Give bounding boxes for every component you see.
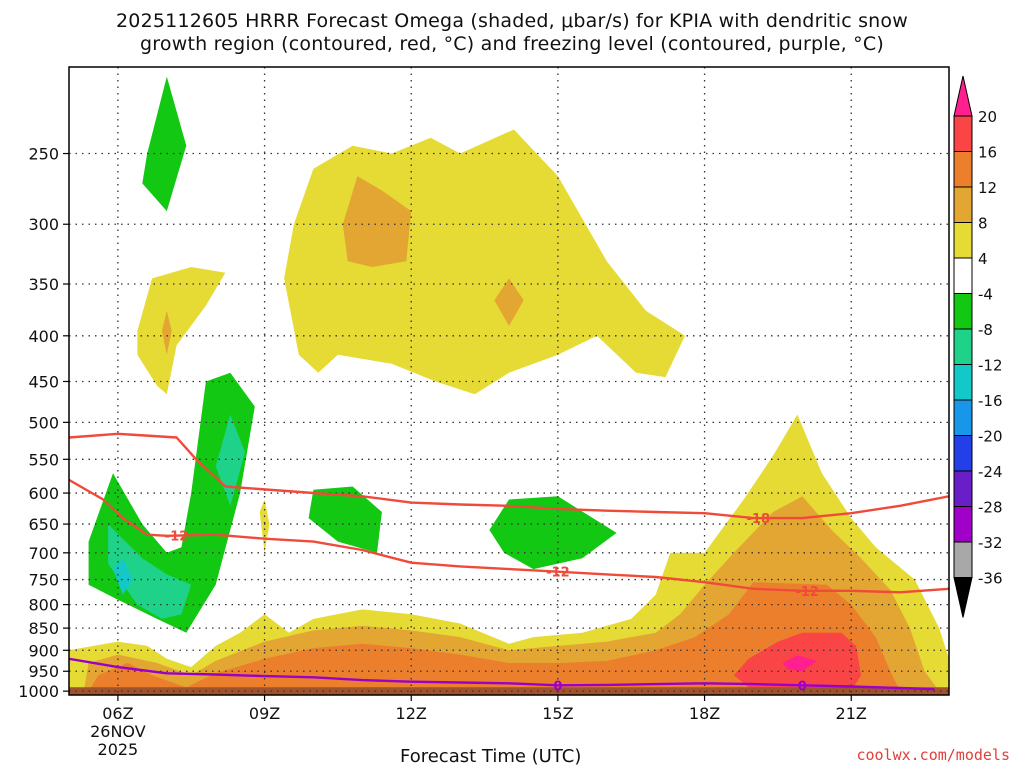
x-tick-label: 12Z	[396, 704, 427, 723]
omega-region-8	[284, 129, 685, 395]
x-tick-year: 2025	[98, 740, 139, 759]
contour-label: 0	[553, 679, 562, 694]
omega-region-5	[113, 558, 133, 595]
omega-region-15	[88, 582, 901, 692]
x-axis-label: Forecast Time (UTC)	[400, 746, 582, 767]
omega-region-1	[137, 267, 226, 395]
y-tick-label: 350	[28, 275, 59, 294]
colorbar-level-label: -12	[978, 357, 1003, 375]
grid-lines	[69, 67, 949, 695]
y-tick-label: 650	[28, 515, 59, 534]
colorbar-level-label: -32	[978, 534, 1003, 552]
colorbar-level-label: -20	[978, 428, 1003, 446]
y-tick-label: 450	[28, 372, 59, 391]
omega-region-12	[489, 496, 617, 570]
contour-label: -12	[795, 585, 819, 600]
colorbar-level-label: 4	[978, 250, 988, 268]
colorbar-level-label: -24	[978, 463, 1003, 481]
contour-label: 0	[798, 679, 807, 694]
chart-title-line-2: growth region (contoured, red, °C) and f…	[140, 33, 884, 55]
colorbar-level-label: 12	[978, 179, 997, 197]
y-tick-label: 700	[28, 544, 59, 563]
omega-region-9	[342, 176, 412, 267]
omega-region-11	[308, 486, 382, 553]
colorbar-swatch	[953, 506, 973, 543]
credit-link[interactable]: coolwx.com/models	[856, 746, 1010, 764]
y-tick-label: 400	[28, 327, 59, 346]
colorbar-level-label: -8	[978, 321, 993, 339]
chart-title-line-1: 2025112605 HRRR Forecast Omega (shaded, …	[116, 10, 908, 32]
omega-region-4	[108, 524, 192, 619]
colorbar-swatch	[953, 435, 973, 472]
y-tick-label: 750	[28, 571, 59, 590]
colorbar-swatch	[953, 293, 973, 330]
colorbar-swatch	[953, 541, 973, 578]
contour-lines: -18 -12 -12 -12 0 0	[69, 432, 949, 694]
omega-region-10	[494, 278, 524, 326]
omega-region-17	[782, 655, 817, 672]
y-tick-label: 600	[28, 484, 59, 503]
colorbar-level-label: -28	[978, 499, 1003, 517]
isotherm-line-18-0	[69, 432, 949, 520]
y-tick-label: 300	[28, 215, 59, 234]
contour-label: -12	[165, 530, 189, 545]
x-tick-label: 06Z	[102, 704, 133, 723]
colorbar-swatch	[953, 328, 973, 365]
colorbar-bottom-arrow	[953, 577, 973, 618]
y-tick-label: 1000	[18, 682, 59, 701]
y-tick-label: 250	[28, 145, 59, 164]
colorbar-top-arrow	[953, 75, 973, 117]
colorbar-level-label: -4	[978, 286, 993, 304]
x-tick-label: 18Z	[689, 704, 720, 723]
colorbar-swatch	[953, 151, 973, 188]
y-tick-label: 900	[28, 641, 59, 660]
colorbar-swatch	[953, 222, 973, 259]
colorbar-level-label: -16	[978, 392, 1003, 410]
colorbar-swatch	[953, 364, 973, 401]
colorbar-level-label: 16	[978, 144, 997, 162]
y-axis: 250 300 350 400 450 500 550 600 650 700 750 800 850 9…	[18, 145, 69, 701]
y-tick-label: 950	[28, 662, 59, 681]
y-tick-label: 800	[28, 596, 59, 615]
y-tick-label: 850	[28, 619, 59, 638]
colorbar-level-label: 20	[978, 108, 997, 126]
y-tick-label: 550	[28, 450, 59, 469]
contour-label: -18	[747, 512, 771, 527]
x-tick-label: 15Z	[542, 704, 573, 723]
omega-region-7	[259, 499, 270, 553]
isotherm-line-12-1	[69, 478, 949, 594]
x-tick-date: 26NOV	[90, 722, 146, 741]
ground-layer	[69, 687, 949, 695]
colorbar-legend: 20 16 12 8 4 -4 -8 -12 -16 -20 -24 -28 -32 -36	[953, 75, 1003, 618]
colorbar-swatch	[953, 399, 973, 436]
colorbar-level-label: 8	[978, 215, 988, 233]
omega-region-0	[142, 76, 187, 212]
omega-shaded-regions	[69, 76, 949, 692]
omega-region-2	[161, 310, 172, 355]
y-tick-label: 500	[28, 413, 59, 432]
ground-fill	[69, 687, 949, 695]
colorbar-swatch	[953, 470, 973, 507]
colorbar-swatch	[953, 115, 973, 152]
colorbar-swatch	[953, 257, 973, 294]
colorbar-level-label: -36	[978, 570, 1003, 588]
contour-label: -12	[546, 566, 570, 581]
x-tick-label: 21Z	[836, 704, 867, 723]
x-tick-label: 09Z	[249, 704, 280, 723]
colorbar-swatch	[953, 186, 973, 223]
freezing-level-line	[69, 657, 935, 691]
